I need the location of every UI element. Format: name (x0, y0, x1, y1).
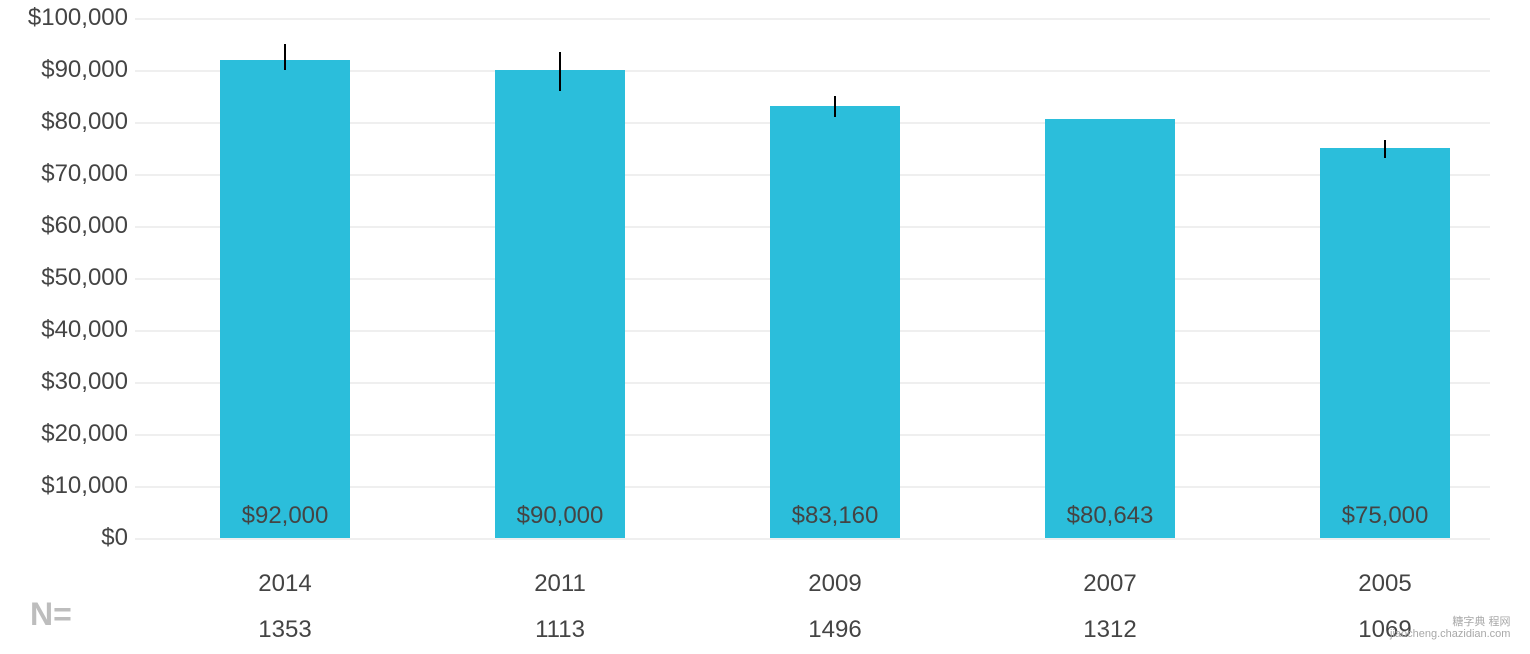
y-tick-label: $50,000 (20, 264, 128, 292)
n-equals-label: N= (30, 596, 72, 633)
watermark-line2: jiaocheng.chazidian.com (1390, 628, 1510, 640)
bar-value-label: $75,000 (1342, 502, 1429, 530)
x-n-label: 1353 (258, 616, 311, 644)
x-n-label: 1113 (535, 616, 585, 644)
bar (770, 106, 900, 538)
bar (495, 70, 625, 538)
x-year-label: 2007 (1083, 570, 1136, 598)
gridline (135, 538, 1490, 540)
bar-chart: $0 $10,000 $20,000 $30,000 $40,000 $50,0… (0, 0, 1530, 654)
x-year-label: 2009 (808, 570, 861, 598)
bar (220, 60, 350, 538)
watermark: 糖字典 程网 jiaocheng.chazidian.com (1390, 616, 1510, 640)
y-tick-label: $10,000 (20, 472, 128, 500)
error-bar (834, 96, 836, 117)
y-tick-label: $0 (20, 524, 128, 552)
watermark-line1: 糖字典 程网 (1452, 616, 1510, 628)
y-tick-label: $30,000 (20, 368, 128, 396)
y-tick-label: $80,000 (20, 108, 128, 136)
x-n-label: 1312 (1083, 616, 1136, 644)
y-tick-label: $90,000 (20, 56, 128, 84)
error-bar (559, 52, 561, 91)
bar (1045, 119, 1175, 538)
gridline (135, 18, 1490, 20)
bar-value-label: $83,160 (792, 502, 879, 530)
x-n-label: 1496 (808, 616, 861, 644)
x-year-label: 2011 (534, 570, 586, 598)
y-tick-label: $60,000 (20, 212, 128, 240)
x-year-label: 2005 (1358, 570, 1411, 598)
bar-value-label: $80,643 (1067, 502, 1154, 530)
bar-value-label: $90,000 (517, 502, 604, 530)
y-tick-label: $20,000 (20, 420, 128, 448)
y-tick-label: $70,000 (20, 160, 128, 188)
y-tick-label: $100,000 (20, 4, 128, 32)
bar (1320, 148, 1450, 538)
y-tick-label: $40,000 (20, 316, 128, 344)
x-year-label: 2014 (258, 570, 311, 598)
error-bar (1384, 140, 1386, 158)
error-bar (284, 44, 286, 70)
bar-value-label: $92,000 (242, 502, 329, 530)
